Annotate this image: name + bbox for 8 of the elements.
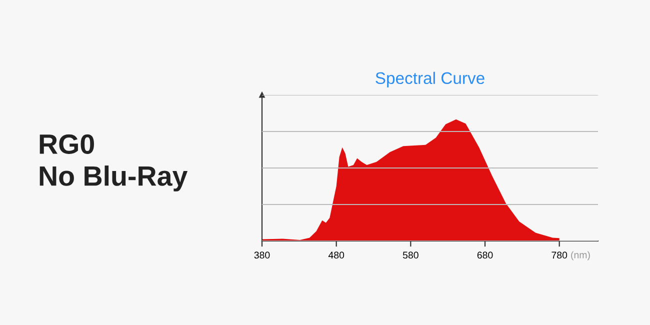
- x-tick-label: 780: [552, 252, 568, 259]
- x-axis-title: (nm): [571, 251, 590, 260]
- x-tick-label: 480: [328, 252, 344, 259]
- text: RG0 No Blu-Ray: [40, 134, 188, 192]
- chart-title: Spectral Curve: [376, 72, 484, 88]
- x-tick-label: 580: [402, 252, 418, 259]
- x-tick-label: 680: [477, 252, 493, 259]
- x-tick-label: 380: [254, 252, 270, 259]
